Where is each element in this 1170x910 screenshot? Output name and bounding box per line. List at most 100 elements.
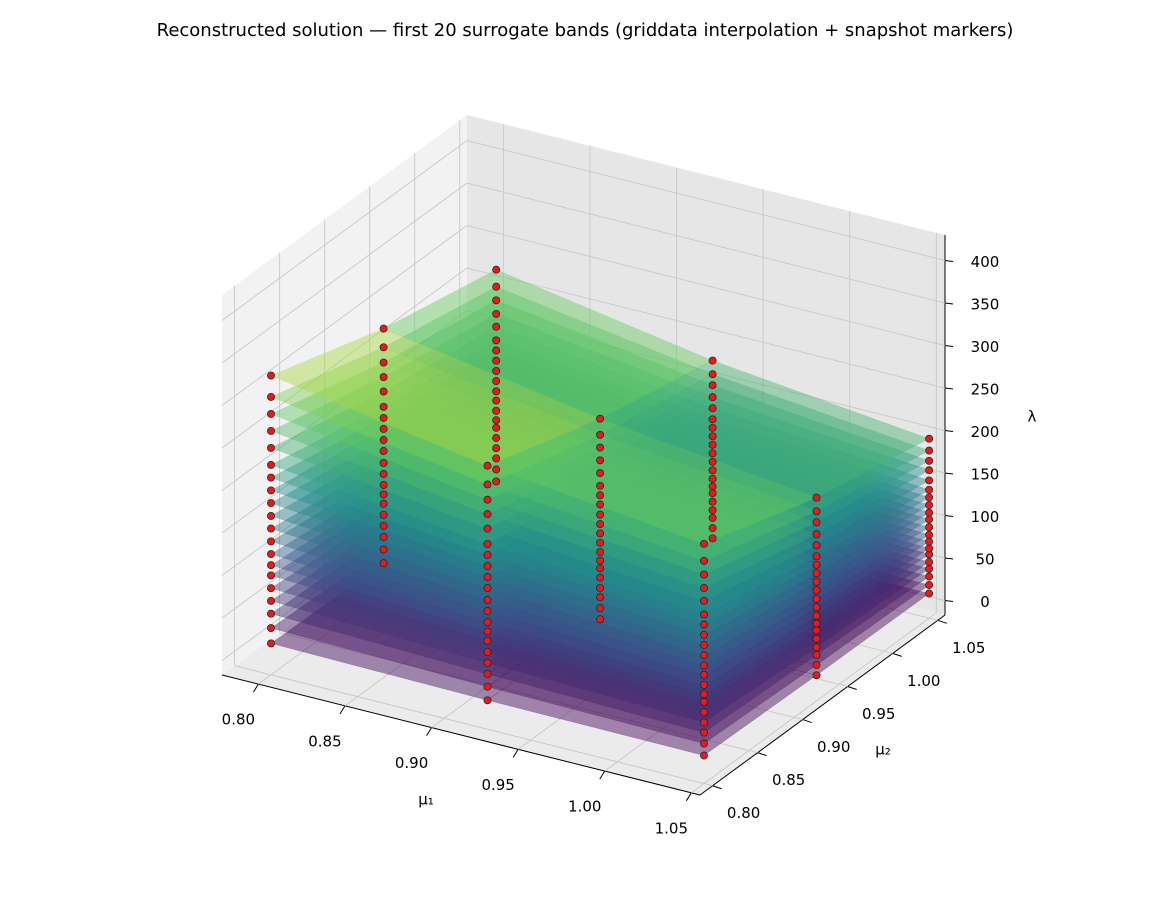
chart-title: Reconstructed solution — first 20 surrog… <box>157 20 1014 41</box>
snapshot-marker <box>700 670 708 679</box>
snapshot-marker <box>812 518 821 527</box>
snapshot-marker <box>708 393 717 402</box>
snapshot-marker <box>492 356 501 365</box>
snapshot-marker <box>483 461 492 470</box>
snapshot-marker <box>925 485 934 494</box>
snapshot-marker <box>483 584 492 593</box>
z-tick-label: 100 <box>971 508 1000 526</box>
grid-line <box>466 352 946 474</box>
z-tick-label: 200 <box>971 423 1000 441</box>
snapshot-marker <box>492 346 501 355</box>
snapshot-marker <box>267 486 275 495</box>
snapshot-marker <box>812 493 821 502</box>
snapshot-marker <box>596 481 605 490</box>
snapshot-marker <box>483 696 492 705</box>
snapshot-marker <box>925 476 934 485</box>
snapshot-marker <box>708 415 717 424</box>
snapshot-marker <box>379 545 388 554</box>
snapshot-marker <box>596 548 605 557</box>
tick-mark <box>685 792 692 802</box>
snapshot-marker <box>483 636 492 645</box>
snapshot-marker <box>708 497 717 506</box>
snapshot-marker <box>812 569 821 578</box>
snapshot-marker <box>700 570 708 579</box>
snapshot-marker <box>812 650 821 659</box>
snapshot-marker <box>700 708 708 717</box>
grid-line <box>221 182 468 364</box>
snapshot-marker <box>596 538 605 547</box>
snapshot-marker <box>492 406 501 415</box>
tick-mark <box>944 387 954 390</box>
snapshot-marker <box>708 440 717 449</box>
snapshot-marker <box>483 524 492 533</box>
snapshot-marker <box>483 562 492 570</box>
snapshot-marker <box>483 510 492 519</box>
grid-line <box>431 547 677 728</box>
snapshot-marker <box>379 447 388 455</box>
tick-mark <box>757 752 767 757</box>
snapshot-marker <box>483 573 492 581</box>
snapshot-marker <box>267 609 275 618</box>
tick-mark <box>944 302 954 305</box>
grid-line <box>324 599 803 720</box>
snapshot-marker <box>596 556 605 565</box>
snapshot-marker <box>925 508 934 517</box>
snapshot-marker <box>596 573 605 582</box>
snapshot-marker <box>812 611 821 620</box>
snapshot-marker <box>596 491 605 500</box>
snapshot-marker <box>925 493 934 502</box>
snapshot-marker <box>708 466 717 475</box>
snapshot-marker <box>812 560 821 569</box>
snapshot-marker <box>492 366 501 375</box>
back-pane <box>467 115 945 615</box>
snapshot-marker <box>925 456 934 465</box>
snapshot-marker <box>267 561 275 570</box>
snapshot-marker <box>379 413 388 422</box>
snapshot-marker <box>925 537 934 546</box>
x-axis-label: μ₁ <box>418 791 434 809</box>
grid-line <box>221 395 468 576</box>
snapshot-marker <box>267 473 275 482</box>
snapshot-marker <box>379 343 388 352</box>
snapshot-marker <box>492 416 501 425</box>
snapshot-marker <box>483 596 492 604</box>
snapshot-marker <box>925 564 934 573</box>
snapshot-marker <box>379 436 388 444</box>
snapshot-marker <box>700 728 708 737</box>
snapshot-marker <box>700 539 708 548</box>
snapshot-marker <box>379 532 388 541</box>
x-tick-label: 0.95 <box>481 776 514 794</box>
snapshot-marker <box>379 481 388 489</box>
snapshot-marker <box>596 430 605 439</box>
x-tick-label: 0.85 <box>308 732 341 750</box>
grid-line <box>691 612 937 794</box>
snapshot-marker <box>700 718 708 727</box>
snapshot-marker <box>812 594 821 603</box>
snapshot-marker <box>483 670 492 678</box>
snapshot-marker <box>812 577 821 586</box>
tick-mark <box>339 705 346 715</box>
z-tick-label: 50 <box>975 551 994 569</box>
snapshot-marker <box>267 392 275 401</box>
snapshot-marker <box>267 596 275 605</box>
snapshot-marker <box>708 482 717 491</box>
grid-line <box>517 568 764 750</box>
snapshot-marker <box>708 449 717 458</box>
snapshot-marker <box>708 356 717 365</box>
snapshot-marker <box>267 571 275 580</box>
snapshot-marker <box>483 539 492 548</box>
snapshot-marker <box>925 544 934 553</box>
grid-line <box>234 665 713 787</box>
z-axis-label: λ <box>1028 408 1037 426</box>
snapshot-marker <box>925 434 934 443</box>
grid-line <box>466 140 946 261</box>
x-tick-label: 1.00 <box>568 798 601 816</box>
snapshot-marker <box>492 322 501 331</box>
snapshot-marker <box>700 596 708 605</box>
tick-mark <box>944 600 954 603</box>
snapshot-marker <box>812 626 821 635</box>
snapshot-marker <box>708 524 717 533</box>
snapshot-marker <box>492 465 501 474</box>
snapshot-marker <box>925 589 934 598</box>
